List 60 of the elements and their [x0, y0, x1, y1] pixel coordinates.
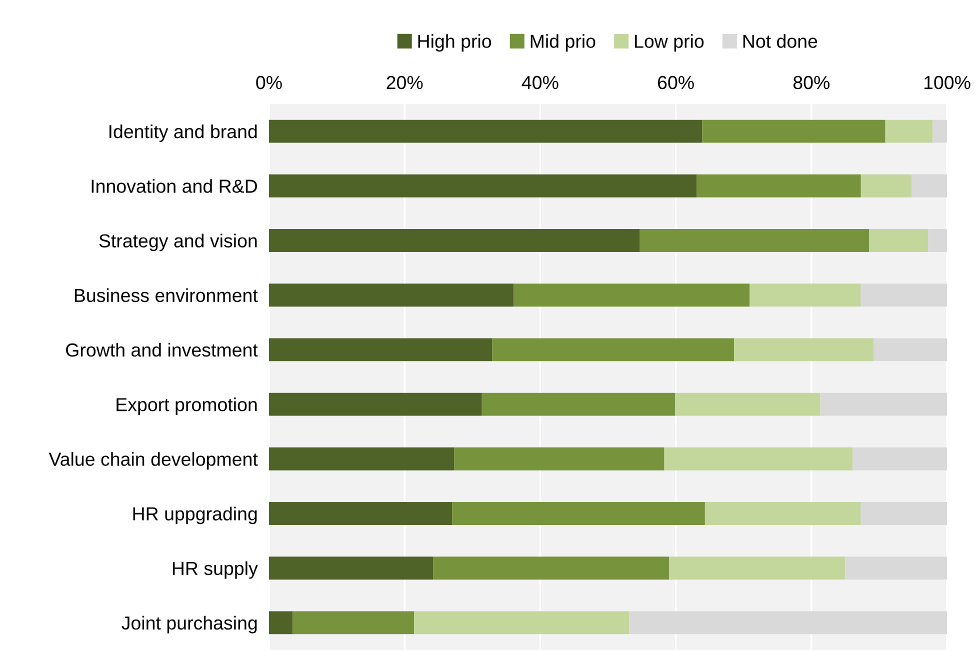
bar — [269, 556, 434, 580]
y-tick-label: HR uppgrading — [133, 506, 257, 524]
bar — [492, 338, 734, 362]
x-tick-label: 80% — [793, 76, 830, 90]
bar — [869, 229, 928, 252]
y-tick-label: Innovation and R&D — [92, 179, 257, 193]
bar — [885, 120, 933, 143]
bar — [860, 284, 947, 307]
bar — [932, 120, 947, 143]
x-tick-label: 60% — [658, 76, 694, 90]
bar — [750, 284, 861, 307]
bar — [629, 611, 947, 634]
bar — [269, 447, 454, 470]
x-tick-label: 20% — [386, 76, 423, 90]
y-tick-label: Strategy and vision — [99, 234, 257, 252]
bar — [269, 338, 492, 362]
bar — [820, 392, 947, 416]
x-tick-label: 0% — [256, 76, 282, 90]
y-tick-label: Growth and investment — [66, 342, 258, 357]
bar — [433, 556, 670, 580]
bar — [928, 229, 947, 252]
bar — [669, 556, 846, 580]
bar — [874, 338, 947, 362]
y-tick-label: Export promotion — [116, 398, 257, 415]
bar — [482, 392, 676, 416]
x-tick-label: 40% — [522, 76, 558, 90]
bar — [454, 447, 664, 470]
bar — [292, 611, 414, 634]
bar — [702, 120, 886, 143]
bar — [269, 502, 452, 525]
bar — [269, 611, 293, 634]
bar — [269, 174, 697, 198]
bar — [640, 229, 870, 252]
bar — [704, 502, 861, 525]
x-tick-label: 100% — [924, 76, 970, 90]
bar — [269, 120, 702, 143]
bar — [734, 338, 874, 362]
y-tick-label: Value chain development — [48, 452, 258, 470]
legend-label: Mid prio — [530, 34, 596, 52]
bar — [852, 447, 947, 470]
bar — [845, 556, 947, 580]
legend-label: Low prio — [635, 34, 704, 52]
legend-label: High prio — [418, 34, 492, 52]
y-tick-label: Joint purchasing — [122, 616, 257, 634]
bar — [452, 502, 705, 525]
bar — [696, 174, 861, 198]
bar — [414, 611, 630, 634]
bar — [664, 447, 853, 470]
bar — [514, 284, 750, 307]
bar — [860, 174, 912, 198]
bar — [860, 502, 947, 525]
y-tick-label: Business environment — [74, 288, 258, 302]
y-tick-label: HR supply — [172, 561, 258, 579]
legend-label: Not done — [743, 34, 818, 48]
bar — [675, 392, 820, 416]
bar — [269, 284, 514, 307]
bar — [269, 229, 640, 252]
y-tick-label: Identity and brand — [110, 124, 257, 142]
bar — [912, 174, 947, 198]
bar — [269, 392, 482, 416]
